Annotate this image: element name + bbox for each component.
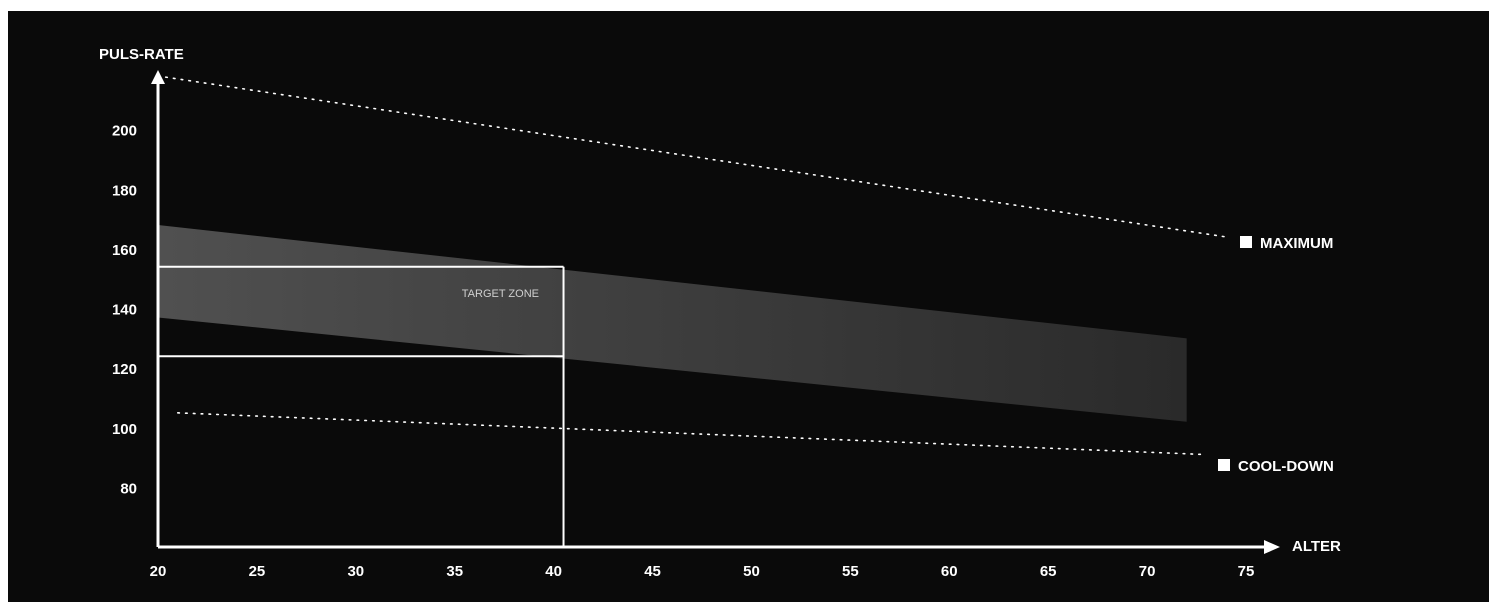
- x-tick-label: 55: [842, 563, 859, 580]
- x-tick-label: 60: [941, 563, 958, 580]
- y-tick-label: 120: [112, 361, 137, 378]
- maximum-label: MAXIMUM: [1260, 235, 1333, 252]
- x-tick-label: 30: [347, 563, 364, 580]
- x-tick-label: 70: [1139, 563, 1156, 580]
- y-tick-label: 140: [112, 302, 137, 319]
- x-tick-label: 20: [150, 563, 167, 580]
- y-tick-label: 180: [112, 182, 137, 199]
- x-tick-label: 75: [1238, 563, 1255, 580]
- series-line-cool-down: [176, 412, 1208, 456]
- x-tick-label: 65: [1040, 563, 1057, 580]
- maximum-legend-marker: [1240, 236, 1252, 248]
- target-zone-label: TARGET ZONE: [462, 288, 539, 300]
- y-axis-arrow: [151, 70, 165, 84]
- x-tick-label: 50: [743, 563, 760, 580]
- chart-panel: 20 25 30 35 40 45 50 55 60 65 70 75 80 100 120 140 160 18…: [8, 11, 1489, 602]
- y-tick-label: 160: [112, 242, 137, 259]
- x-axis-title: ALTER: [1292, 538, 1341, 555]
- x-tick-label: 40: [545, 563, 562, 580]
- cool-down-label: COOL-DOWN: [1238, 458, 1334, 475]
- x-tick-label: 45: [644, 563, 661, 580]
- x-axis-arrow: [1264, 540, 1280, 554]
- series-line-maximum: [157, 75, 1228, 238]
- heart-rate-chart: 20 25 30 35 40 45 50 55 60 65 70 75 80 100 120 140 160 18…: [99, 46, 1341, 580]
- y-axis-title: PULS-RATE: [99, 46, 184, 63]
- y-tick-label: 80: [120, 480, 137, 497]
- y-tick-label: 100: [112, 421, 137, 438]
- x-tick-label: 35: [446, 563, 463, 580]
- y-tick-label: 200: [112, 123, 137, 140]
- cool-down-legend-marker: [1218, 459, 1230, 471]
- x-tick-label: 25: [249, 563, 266, 580]
- training-band: [158, 225, 1187, 422]
